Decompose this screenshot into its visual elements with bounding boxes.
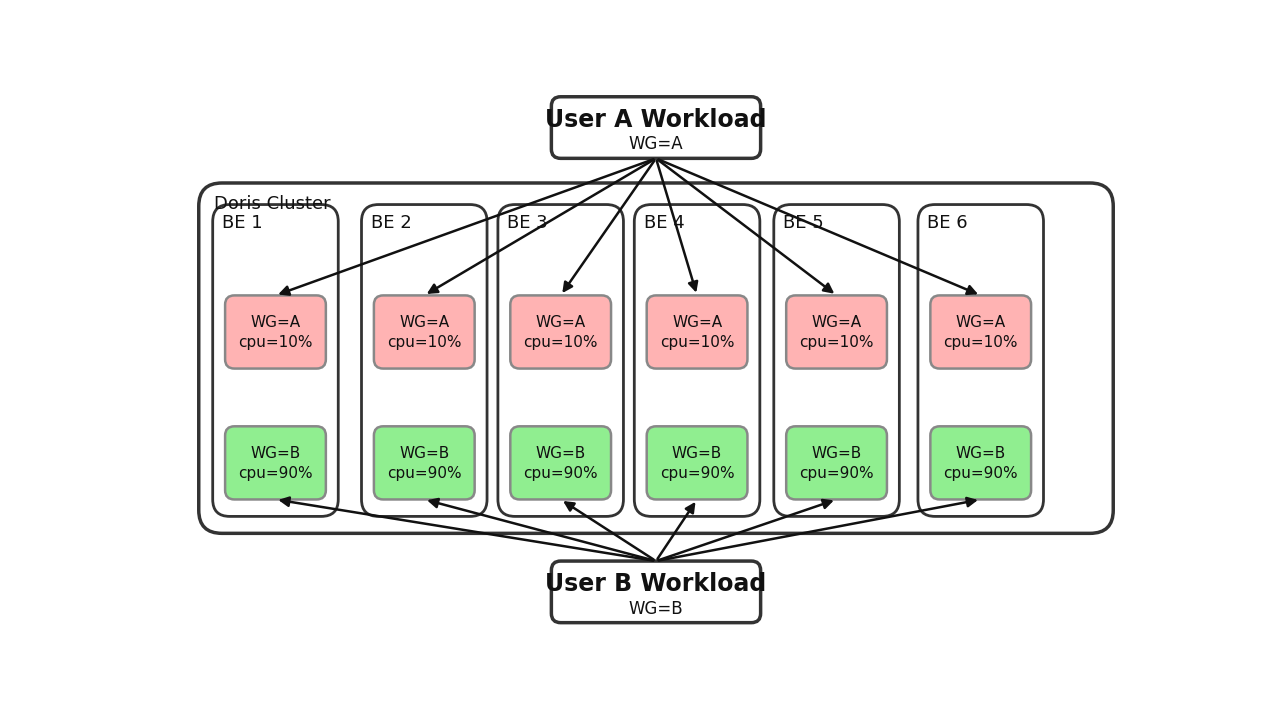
Text: cpu=90%: cpu=90% [659, 466, 735, 481]
Text: cpu=90%: cpu=90% [238, 466, 312, 481]
FancyBboxPatch shape [635, 204, 760, 516]
FancyBboxPatch shape [225, 426, 326, 499]
Text: WG=A: WG=A [812, 315, 861, 330]
FancyBboxPatch shape [212, 204, 338, 516]
FancyBboxPatch shape [374, 426, 475, 499]
FancyBboxPatch shape [774, 204, 900, 516]
Text: cpu=90%: cpu=90% [799, 466, 874, 481]
FancyBboxPatch shape [931, 426, 1032, 499]
Text: WG=A: WG=A [628, 136, 684, 153]
Text: BE 6: BE 6 [927, 214, 968, 231]
FancyBboxPatch shape [198, 183, 1114, 533]
Text: WG=B: WG=B [535, 446, 586, 462]
Text: WG=B: WG=B [672, 446, 722, 462]
FancyBboxPatch shape [511, 426, 611, 499]
FancyBboxPatch shape [552, 97, 760, 158]
Text: cpu=10%: cpu=10% [524, 335, 598, 350]
Text: cpu=10%: cpu=10% [943, 335, 1018, 350]
Text: User A Workload: User A Workload [545, 108, 767, 132]
Text: BE 4: BE 4 [644, 214, 685, 231]
FancyBboxPatch shape [374, 295, 475, 368]
Text: cpu=10%: cpu=10% [238, 335, 312, 350]
Text: cpu=90%: cpu=90% [387, 466, 462, 481]
Text: WG=B: WG=B [251, 446, 301, 462]
Text: BE 3: BE 3 [507, 214, 548, 231]
FancyBboxPatch shape [646, 426, 748, 499]
Text: cpu=10%: cpu=10% [387, 335, 462, 350]
Text: User B Workload: User B Workload [545, 572, 767, 596]
FancyBboxPatch shape [786, 426, 887, 499]
FancyBboxPatch shape [931, 295, 1032, 368]
Text: BE 1: BE 1 [221, 214, 262, 231]
Text: cpu=90%: cpu=90% [943, 466, 1018, 481]
FancyBboxPatch shape [498, 204, 623, 516]
FancyBboxPatch shape [918, 204, 1043, 516]
FancyBboxPatch shape [646, 295, 748, 368]
Text: WG=A: WG=A [956, 315, 1006, 330]
Text: WG=B: WG=B [812, 446, 861, 462]
Text: BE 5: BE 5 [783, 214, 824, 231]
Text: WG=A: WG=A [399, 315, 449, 330]
Text: BE 2: BE 2 [371, 214, 412, 231]
Text: Doris Cluster: Doris Cluster [214, 195, 330, 212]
FancyBboxPatch shape [511, 295, 611, 368]
FancyBboxPatch shape [225, 295, 326, 368]
FancyBboxPatch shape [786, 295, 887, 368]
Text: WG=A: WG=A [672, 315, 722, 330]
Text: WG=B: WG=B [399, 446, 449, 462]
FancyBboxPatch shape [552, 561, 760, 623]
Text: cpu=10%: cpu=10% [799, 335, 874, 350]
Text: WG=A: WG=A [535, 315, 586, 330]
Text: cpu=10%: cpu=10% [659, 335, 735, 350]
Text: WG=B: WG=B [628, 600, 684, 618]
FancyBboxPatch shape [361, 204, 488, 516]
Text: WG=B: WG=B [956, 446, 1006, 462]
Text: cpu=90%: cpu=90% [524, 466, 598, 481]
Text: WG=A: WG=A [251, 315, 301, 330]
